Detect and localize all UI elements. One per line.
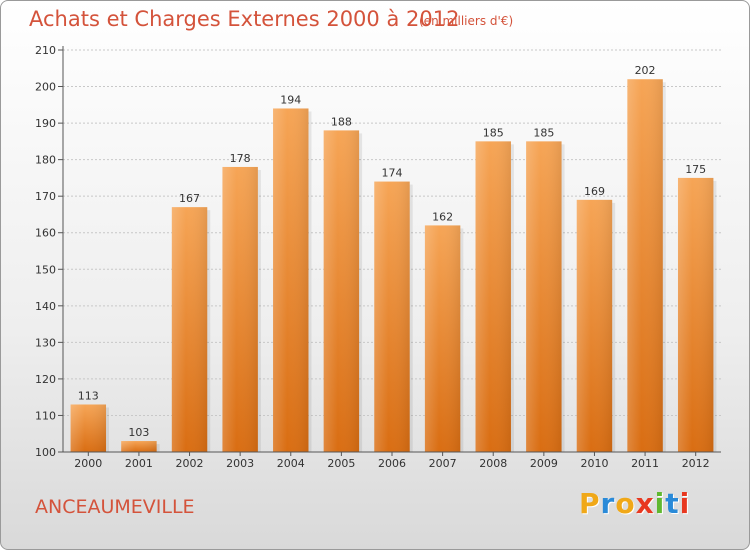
bar-highlight <box>627 79 663 453</box>
bar-highlight <box>121 441 157 452</box>
bar-highlight <box>526 141 562 452</box>
data-label: 175 <box>685 163 706 176</box>
y-tick-label: 160 <box>35 227 56 240</box>
x-tick-label: 2010 <box>580 457 608 470</box>
data-label: 174 <box>382 167 403 180</box>
x-tick-label: 2001 <box>125 457 153 470</box>
x-tick-label: 2004 <box>277 457 305 470</box>
data-label: 103 <box>128 426 149 439</box>
x-tick-label: 2008 <box>479 457 507 470</box>
y-tick-label: 120 <box>35 373 56 386</box>
logo-letter: t <box>665 487 680 520</box>
logo-letter: P <box>579 487 601 520</box>
commune-name: ANCEAUMEVILLE <box>35 496 195 518</box>
bar-highlight <box>70 404 107 452</box>
y-tick-label: 190 <box>35 117 56 130</box>
y-tick-label: 180 <box>35 154 56 167</box>
bar-highlight <box>222 166 258 453</box>
y-tick-label: 100 <box>35 446 56 459</box>
proxiti-logo: Proxiti <box>579 487 690 520</box>
x-tick-label: 2009 <box>530 457 558 470</box>
bar-highlight <box>323 130 360 452</box>
data-label: 185 <box>483 126 504 139</box>
logo-letter: i <box>654 487 666 520</box>
data-label: 162 <box>432 210 453 223</box>
x-tick-label: 2012 <box>682 457 710 470</box>
bar-highlight <box>374 181 410 452</box>
data-label: 178 <box>230 152 251 165</box>
y-tick-label: 200 <box>35 81 56 94</box>
x-tick-label: 2002 <box>176 457 204 470</box>
x-tick-label: 2006 <box>378 457 406 470</box>
data-label: 188 <box>331 115 352 128</box>
x-tick-label: 2000 <box>74 457 102 470</box>
y-tick-label: 150 <box>35 263 56 276</box>
x-tick-label: 2011 <box>631 457 659 470</box>
chart-title: Achats et Charges Externes 2000 à 2012 <box>29 7 460 31</box>
x-tick-label: 2005 <box>327 457 355 470</box>
logo-letter: i <box>679 487 691 520</box>
data-label: 113 <box>78 389 99 402</box>
chart-subtitle: (en milliers d'€) <box>419 14 514 28</box>
bar-highlight <box>576 199 613 452</box>
logo-letter: r <box>600 487 616 520</box>
logo-letter: x <box>635 487 655 520</box>
y-tick-label: 210 <box>35 44 56 57</box>
data-label: 185 <box>533 126 554 139</box>
x-tick-label: 2007 <box>429 457 457 470</box>
bar-highlight <box>273 108 309 453</box>
bar-highlight <box>424 225 461 452</box>
bar-highlight <box>171 207 208 452</box>
y-tick-label: 110 <box>35 409 56 422</box>
y-tick-label: 170 <box>35 190 56 203</box>
data-label: 169 <box>584 185 605 198</box>
x-tick-label: 2003 <box>226 457 254 470</box>
y-tick-label: 130 <box>35 336 56 349</box>
data-label: 167 <box>179 192 200 205</box>
y-tick-label: 140 <box>35 300 56 313</box>
logo-letter: o <box>615 487 636 520</box>
data-label: 194 <box>280 93 301 106</box>
bar-highlight <box>475 141 511 452</box>
bar-highlight <box>677 177 714 452</box>
data-label: 202 <box>635 64 656 77</box>
